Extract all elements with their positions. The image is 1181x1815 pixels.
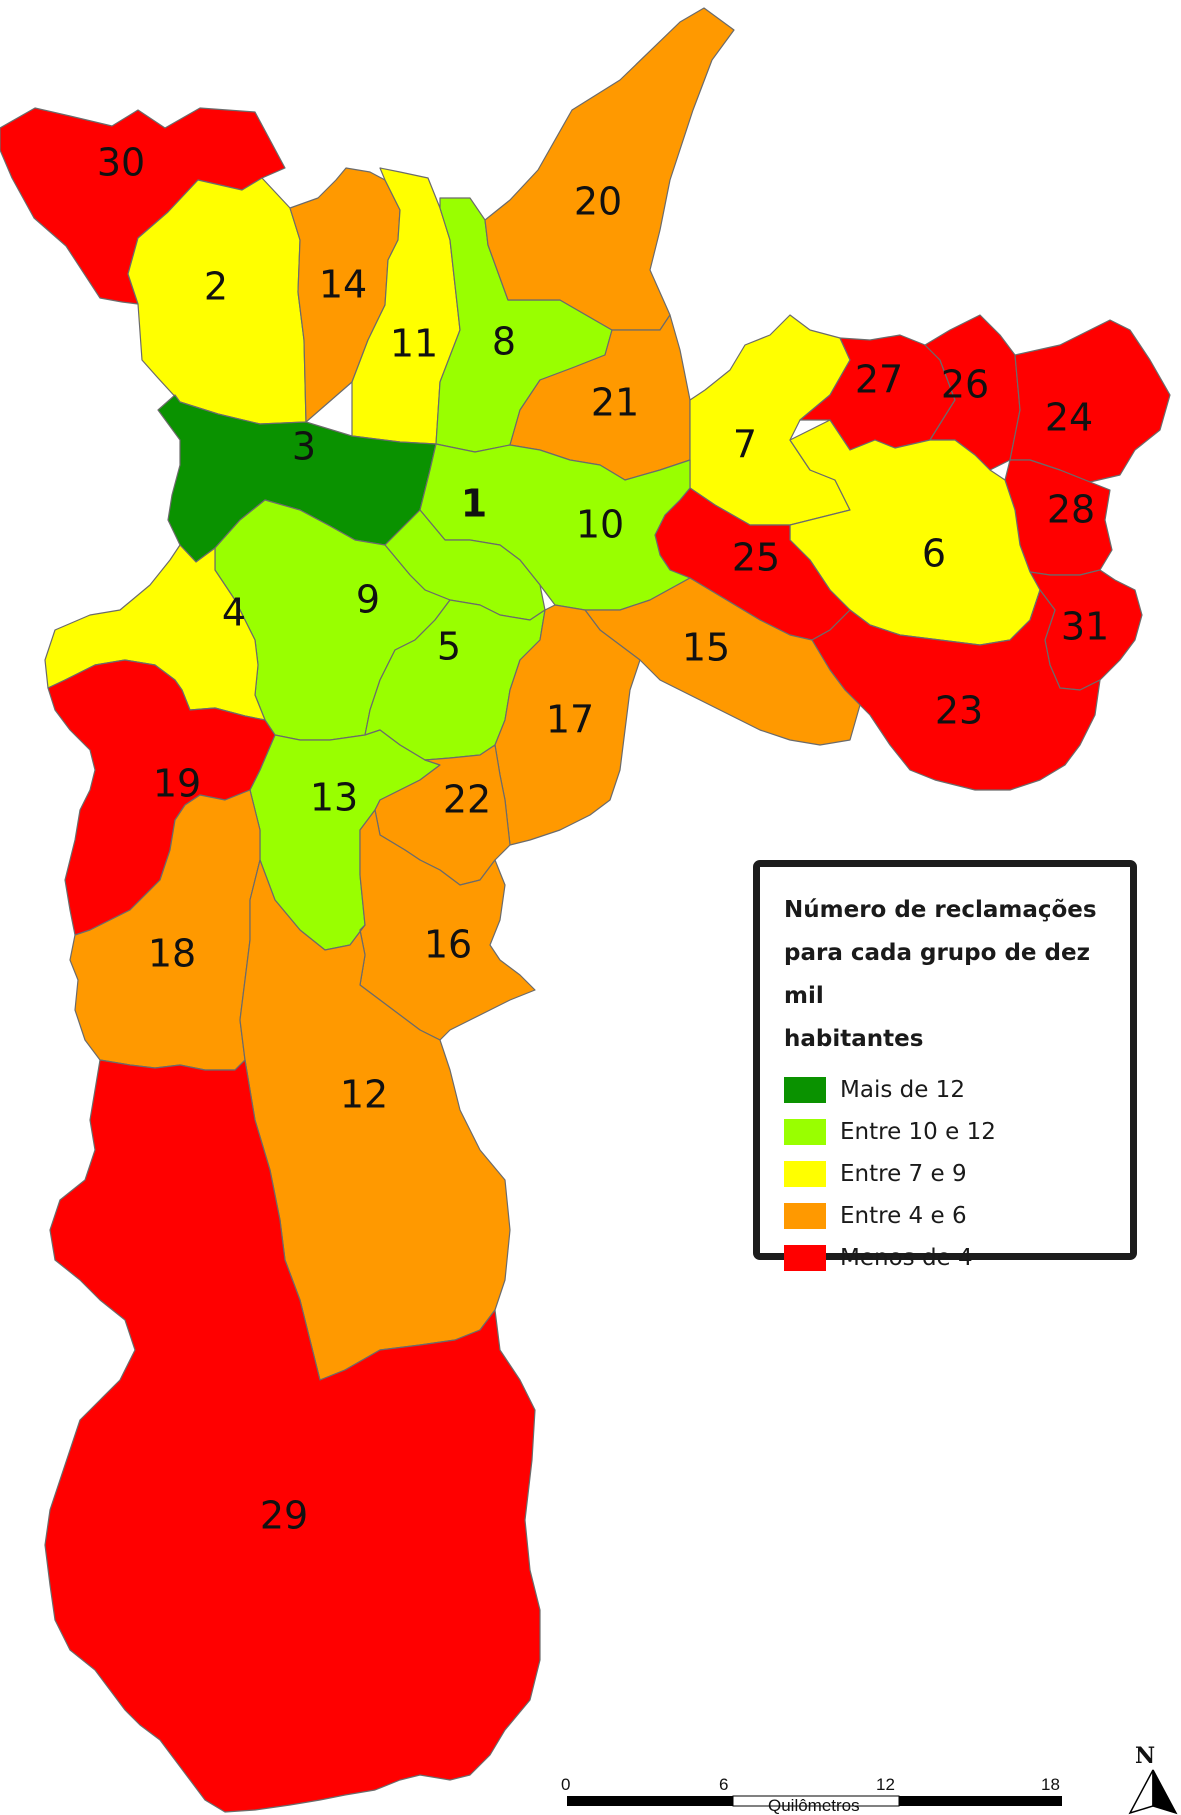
region-labels: 1234567891011121314151617181920212223242… xyxy=(97,141,1109,1538)
scale-segment-3 xyxy=(899,1796,1062,1806)
north-arrow-icon: N xyxy=(1128,1743,1178,1815)
legend-item-label: Menos de 4 xyxy=(840,1245,973,1271)
region-label-28: 28 xyxy=(1047,488,1095,532)
region-label-9: 9 xyxy=(356,578,380,622)
legend: Número de reclamações para cada grupo de… xyxy=(753,860,1137,1271)
region-label-27: 27 xyxy=(855,358,903,402)
region-label-14: 14 xyxy=(319,263,367,307)
scale-segment-1 xyxy=(567,1796,733,1806)
legend-item-entre-7-e-9: Entre 7 e 9 xyxy=(784,1153,1106,1195)
legend-item-menos-de-4: Menos de 4 xyxy=(784,1237,1106,1279)
region-label-12: 12 xyxy=(340,1073,388,1117)
scale-unit-label: Quilômetros xyxy=(768,1796,860,1815)
region-15[interactable] xyxy=(584,577,861,746)
legend-swatch xyxy=(784,1203,826,1229)
region-label-6: 6 xyxy=(922,532,946,576)
region-label-3: 3 xyxy=(292,425,316,469)
north-label: N xyxy=(1135,1743,1155,1769)
region-label-1: 1 xyxy=(461,482,487,526)
region-label-10: 10 xyxy=(576,503,624,547)
legend-title-line-1: Número de reclamações xyxy=(784,897,1097,923)
region-label-22: 22 xyxy=(443,778,491,822)
region-label-15: 15 xyxy=(682,626,730,670)
legend-swatch xyxy=(784,1119,826,1145)
region-label-24: 24 xyxy=(1045,396,1093,440)
legend-item-entre-4-e-6: Entre 4 e 6 xyxy=(784,1195,1106,1237)
region-20[interactable] xyxy=(484,7,735,331)
region-label-23: 23 xyxy=(935,689,983,733)
legend-title-line-2: para cada grupo de dez mil xyxy=(784,940,1090,1009)
region-label-21: 21 xyxy=(591,381,639,425)
region-23[interactable] xyxy=(811,589,1101,791)
region-label-17: 17 xyxy=(546,698,594,742)
region-label-8: 8 xyxy=(492,320,516,364)
legend-item-label: Mais de 12 xyxy=(840,1077,965,1103)
region-label-20: 20 xyxy=(574,180,622,224)
legend-title-line-3: habitantes xyxy=(784,1026,924,1052)
region-label-31: 31 xyxy=(1061,605,1109,649)
scale-tick-18: 18 xyxy=(1041,1775,1060,1794)
regions-layer xyxy=(0,7,1171,1813)
region-29[interactable] xyxy=(44,1059,541,1813)
legend-swatch xyxy=(784,1077,826,1103)
region-17[interactable] xyxy=(494,604,641,846)
legend-swatch xyxy=(784,1245,826,1271)
region-label-30: 30 xyxy=(97,141,145,185)
region-label-16: 16 xyxy=(424,923,472,967)
scale-tick-0: 0 xyxy=(561,1775,570,1794)
region-label-19: 19 xyxy=(153,762,201,806)
legend-item-label: Entre 7 e 9 xyxy=(840,1161,967,1187)
region-label-26: 26 xyxy=(941,363,989,407)
legend-title: Número de reclamações para cada grupo de… xyxy=(784,889,1106,1061)
region-label-25: 25 xyxy=(732,536,780,580)
region-label-2: 2 xyxy=(204,265,228,309)
region-label-29: 29 xyxy=(260,1494,308,1538)
legend-item-mais-de-12: Mais de 12 xyxy=(784,1069,1106,1111)
region-label-18: 18 xyxy=(148,932,196,976)
legend-item-label: Entre 10 e 12 xyxy=(840,1119,996,1145)
region-label-7: 7 xyxy=(733,423,757,467)
region-26[interactable] xyxy=(924,314,1021,471)
region-label-11: 11 xyxy=(390,322,438,366)
legend-item-entre-10-e-12: Entre 10 e 12 xyxy=(784,1111,1106,1153)
scale-tick-12: 12 xyxy=(876,1775,895,1794)
scale-bar: 0 6 12 18 Quilômetros xyxy=(561,1775,1062,1815)
legend-item-label: Entre 4 e 6 xyxy=(840,1203,967,1229)
region-label-13: 13 xyxy=(310,776,358,820)
scale-tick-6: 6 xyxy=(719,1775,728,1794)
region-label-4: 4 xyxy=(222,591,246,635)
region-label-5: 5 xyxy=(437,625,461,669)
legend-swatch xyxy=(784,1161,826,1187)
